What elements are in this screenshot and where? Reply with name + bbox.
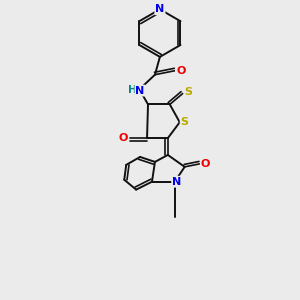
Text: O: O [118,133,128,143]
Text: O: O [176,66,185,76]
Text: S: S [181,117,189,127]
Text: S: S [184,86,193,97]
Text: N: N [155,4,164,14]
Text: N: N [172,177,182,187]
Text: N: N [136,85,145,96]
Text: O: O [201,159,210,169]
Text: H: H [128,85,136,94]
